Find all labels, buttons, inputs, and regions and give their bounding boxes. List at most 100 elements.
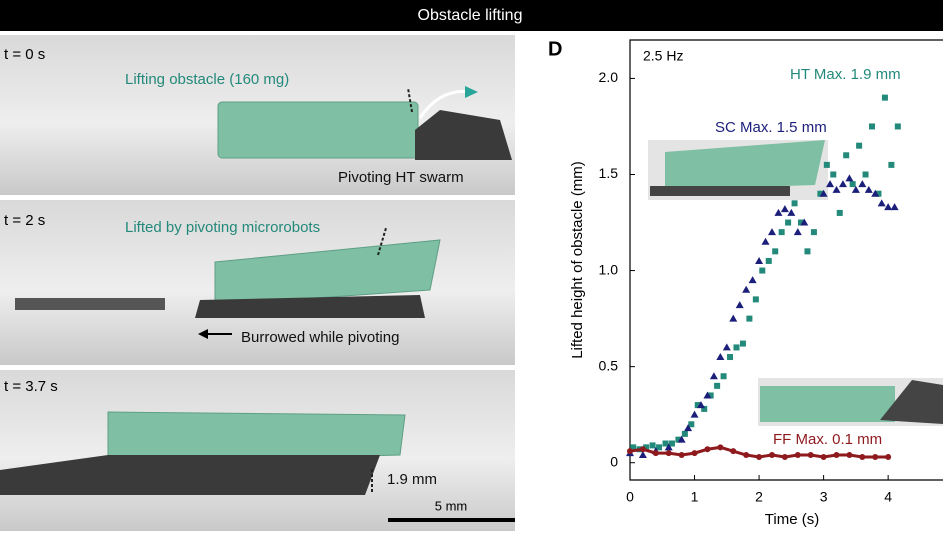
data-point: [793, 228, 802, 236]
panel-label: D: [548, 38, 562, 60]
photo-annotation: Pivoting HT swarm: [338, 169, 464, 186]
data-point: [830, 171, 837, 178]
data-point: [881, 94, 888, 101]
data-point: [877, 199, 886, 207]
data-point: [761, 237, 770, 245]
data-point: [832, 185, 841, 193]
data-point: [804, 248, 811, 255]
data-point: [730, 448, 737, 455]
data-point: [639, 446, 646, 453]
data-point: [756, 453, 763, 460]
data-point: [765, 257, 772, 264]
x-tick-label: 1: [691, 489, 699, 505]
photo-annotation: 1.9 mm: [387, 471, 437, 488]
data-point: [665, 450, 672, 457]
data-point: [894, 123, 901, 130]
data-point: [720, 373, 727, 380]
data-point: [703, 391, 712, 399]
photo-annotation: Burrowed while pivoting: [241, 329, 399, 346]
y-axis-label: Lifted height of obstacle (mm): [569, 161, 586, 359]
photo-annotation: Lifted by pivoting microrobots: [125, 219, 320, 236]
data-point: [846, 452, 853, 459]
data-point: [819, 189, 828, 197]
data-point: [888, 161, 895, 168]
data-point: [701, 405, 708, 412]
data-point: [704, 446, 711, 453]
inset-photo: [648, 140, 943, 426]
data-point: [716, 353, 725, 361]
chart-annotation: SC Max. 1.5 mm: [715, 119, 827, 136]
time-label: t = 0 s: [4, 46, 45, 63]
data-point: [798, 219, 805, 226]
data-point: [845, 174, 854, 182]
data-point: [823, 161, 830, 168]
data-point: [742, 285, 751, 293]
data-point: [691, 450, 698, 457]
data-point: [858, 180, 867, 188]
data-point: [743, 452, 750, 459]
data-point: [627, 448, 633, 455]
y-tick-label: 2.0: [599, 69, 619, 85]
data-point: [849, 181, 856, 188]
data-point: [768, 452, 775, 459]
data-point: [875, 190, 882, 197]
x-tick-label: 0: [626, 489, 634, 505]
data-point: [752, 296, 759, 303]
data-point: [836, 209, 843, 216]
chart-annotation: HT Max. 1.9 mm: [790, 66, 901, 83]
time-label: t = 2 s: [4, 212, 45, 229]
data-point: [759, 267, 766, 274]
x-tick-label: 4: [884, 489, 892, 505]
data-point: [707, 392, 714, 399]
data-point: [668, 440, 675, 447]
data-point: [869, 123, 876, 130]
data-point: [643, 444, 650, 451]
y-tick-label: 0.5: [599, 357, 619, 373]
data-point: [722, 343, 731, 351]
photo: [0, 370, 515, 531]
data-point: [800, 218, 809, 226]
data-point: [662, 440, 669, 447]
data-point: [696, 401, 705, 409]
data-point: [826, 180, 835, 188]
photo: [0, 35, 515, 195]
data-point: [690, 410, 699, 418]
header-title: Obstacle lifting: [418, 7, 523, 24]
data-point: [871, 189, 880, 197]
x-axis-label: Time (s): [765, 511, 819, 528]
data-point: [862, 171, 869, 178]
data-point: [851, 185, 860, 193]
data-point: [688, 421, 695, 428]
data-point: [638, 451, 647, 459]
y-tick-label: 1.0: [599, 261, 619, 277]
data-point: [746, 315, 753, 322]
data-point: [735, 301, 744, 309]
data-point: [843, 152, 850, 159]
data-point: [664, 443, 673, 451]
data-point: [859, 453, 866, 460]
header-bar: [0, 0, 943, 31]
data-point: [714, 382, 721, 389]
data-point: [675, 436, 682, 443]
data-point: [820, 453, 827, 460]
photo-annotation: Lifting obstacle (160 mg): [125, 71, 289, 88]
data-point: [817, 190, 824, 197]
data-point: [656, 444, 663, 451]
data-point: [755, 256, 764, 264]
data-point: [678, 452, 685, 459]
data-point: [709, 372, 718, 380]
time-label: t = 3.7 s: [4, 378, 58, 395]
x-tick-label: 3: [820, 489, 828, 505]
data-point: [630, 444, 637, 451]
y-tick-label: 0: [610, 453, 618, 469]
data-point: [856, 142, 863, 149]
data-point: [649, 442, 656, 449]
data-point: [791, 200, 798, 207]
data-point: [807, 452, 814, 459]
data-point: [884, 203, 893, 211]
data-point: [772, 248, 779, 255]
data-point: [729, 314, 738, 322]
data-point: [733, 344, 740, 351]
